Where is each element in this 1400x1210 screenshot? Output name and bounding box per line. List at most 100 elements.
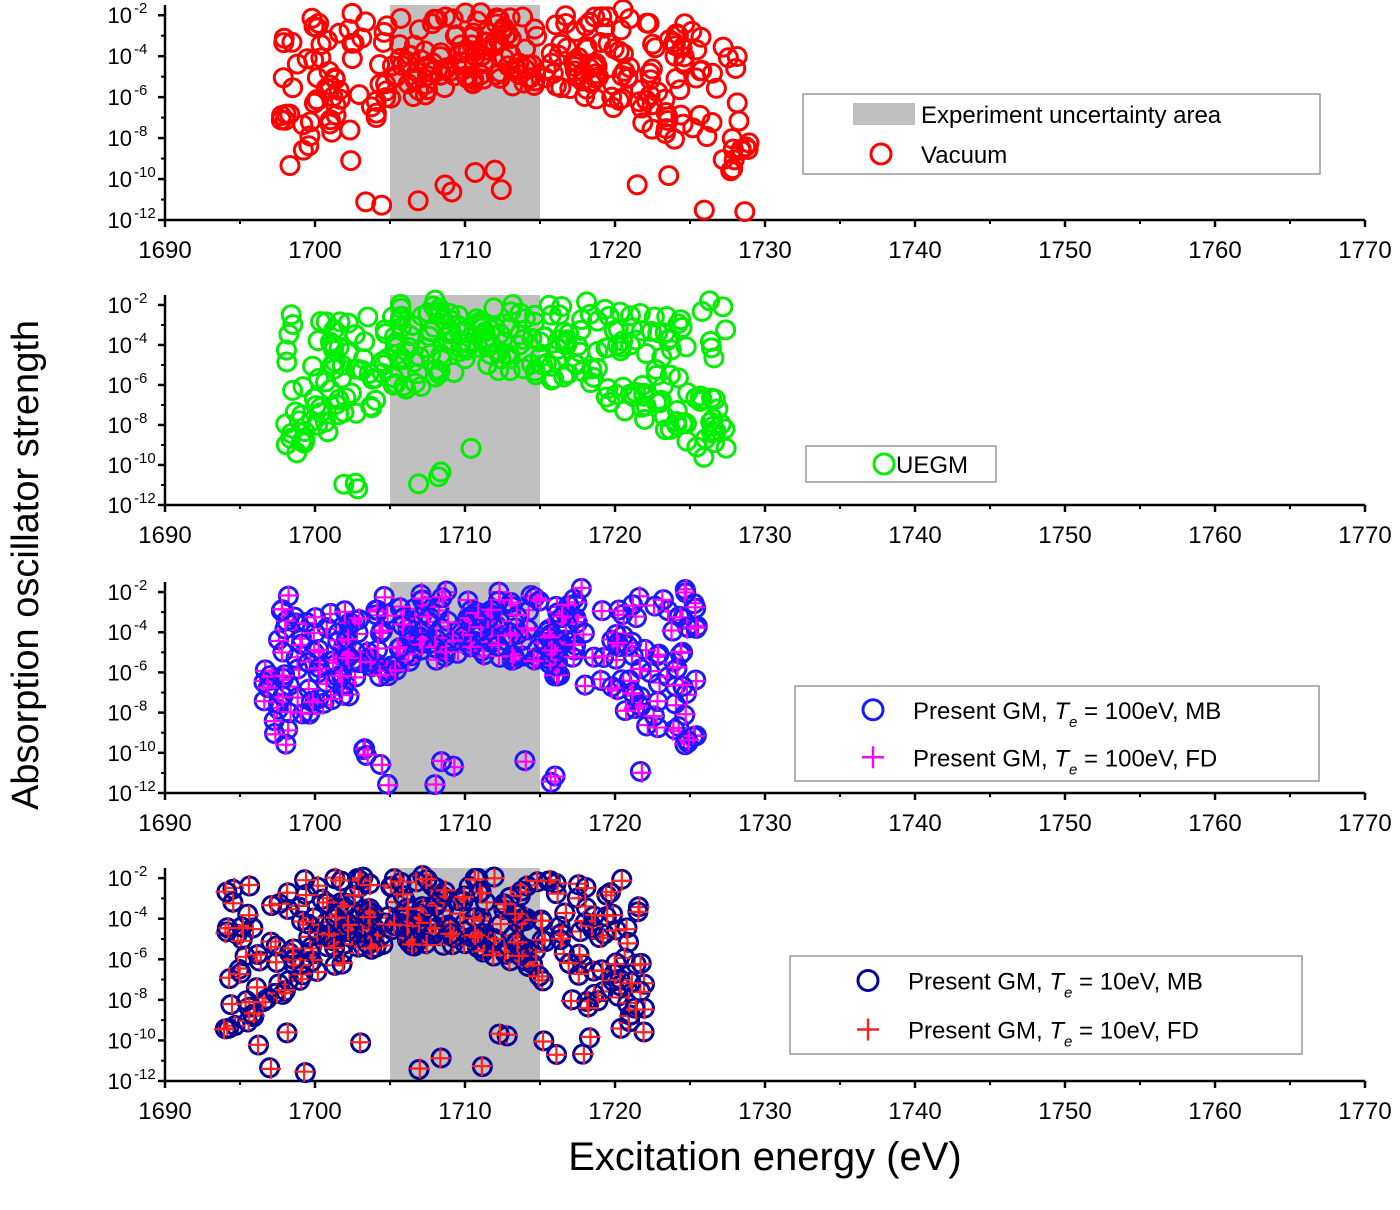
data-point xyxy=(464,161,486,183)
data-point xyxy=(467,336,489,358)
data-point-plus xyxy=(630,954,651,975)
x-tick-label: 1760 xyxy=(1188,522,1241,549)
data-point xyxy=(654,419,676,441)
data-point xyxy=(385,331,407,353)
y-tick-exponent: -6 xyxy=(134,944,147,961)
data-point-plus xyxy=(578,998,599,1019)
data-point-plus xyxy=(628,901,649,922)
data-point-plus xyxy=(510,881,531,902)
x-tick-label: 1740 xyxy=(888,237,941,264)
y-tick-exponent: -6 xyxy=(134,370,147,387)
data-point xyxy=(671,37,693,59)
data-point xyxy=(726,92,748,114)
y-tick-label: 10 xyxy=(108,85,132,110)
data-point-plus xyxy=(265,724,286,745)
y-tick-label: 10 xyxy=(108,1028,132,1053)
data-point-plus xyxy=(239,874,260,895)
y-tick-exponent: -8 xyxy=(134,698,147,715)
data-point-plus xyxy=(633,1022,654,1043)
data-point xyxy=(703,347,725,369)
data-point xyxy=(555,5,577,27)
legend-plus-marker xyxy=(862,746,884,769)
data-point-plus xyxy=(292,911,313,932)
y-tick-label: 10 xyxy=(108,373,132,398)
data-point-plus xyxy=(257,677,278,698)
data-point xyxy=(462,73,484,95)
data-point xyxy=(677,382,699,404)
data-point xyxy=(340,150,362,172)
data-point-plus xyxy=(360,875,381,896)
data-point-plus xyxy=(460,636,481,657)
data-point xyxy=(720,160,742,182)
data-point-plus xyxy=(280,702,301,723)
data-point xyxy=(302,355,324,377)
data-point-plus xyxy=(647,691,668,712)
data-point-plus xyxy=(453,886,474,907)
y-tick-exponent: -12 xyxy=(134,1066,156,1083)
data-point xyxy=(509,324,531,346)
y-tick-exponent: -6 xyxy=(134,82,147,99)
data-point-plus xyxy=(219,967,240,988)
data-point-plus xyxy=(530,590,551,611)
data-point-plus xyxy=(564,634,585,655)
data-point-plus xyxy=(436,642,457,663)
data-point-plus xyxy=(431,750,452,771)
data-point xyxy=(663,128,685,150)
data-point xyxy=(728,110,750,132)
data-point xyxy=(380,87,402,109)
data-point xyxy=(365,102,387,124)
data-point-plus xyxy=(527,871,548,892)
y-tick-label: 10 xyxy=(108,947,132,972)
data-point xyxy=(306,89,328,111)
data-point xyxy=(328,79,350,101)
y-tick-label: 10 xyxy=(108,126,132,151)
data-point xyxy=(509,302,531,324)
data-point-plus xyxy=(533,1031,554,1052)
x-tick-label: 1700 xyxy=(288,237,341,264)
data-point xyxy=(508,60,530,82)
legend-label-var: T xyxy=(1049,1018,1066,1045)
data-point-plus xyxy=(672,674,693,695)
legend-label-part: = 100eV, FD xyxy=(1077,745,1217,772)
data-point xyxy=(395,916,417,938)
data-point xyxy=(355,11,377,33)
data-point-plus xyxy=(622,595,643,616)
data-point xyxy=(365,389,387,411)
data-point xyxy=(308,368,330,390)
data-point xyxy=(282,314,304,336)
data-point-plus xyxy=(325,867,346,888)
data-point xyxy=(526,25,548,47)
y-tick-label: 10 xyxy=(108,413,132,438)
data-point xyxy=(632,374,654,396)
x-tick-label: 1740 xyxy=(888,1098,941,1125)
data-point xyxy=(631,396,653,418)
y-tick-exponent: -2 xyxy=(134,290,147,307)
data-point xyxy=(629,760,651,782)
x-tick-label: 1770 xyxy=(1338,1098,1391,1125)
y-tick-label: 10 xyxy=(108,493,132,518)
data-point-plus xyxy=(264,711,285,732)
data-point xyxy=(660,339,682,361)
data-point xyxy=(737,138,759,160)
data-point-plus xyxy=(560,990,581,1011)
data-point-plus xyxy=(481,599,502,620)
data-point-plus xyxy=(621,973,642,994)
data-point-plus xyxy=(387,637,408,658)
x-tick-label: 1740 xyxy=(888,522,941,549)
x-tick-label: 1700 xyxy=(288,810,341,837)
data-point xyxy=(715,319,737,341)
data-point-plus xyxy=(416,869,437,890)
data-point xyxy=(345,402,367,424)
data-point xyxy=(460,437,482,459)
data-point xyxy=(417,79,439,101)
legend-label-sub: e xyxy=(1064,985,1072,1002)
data-point-plus xyxy=(272,599,293,620)
data-point xyxy=(634,408,656,430)
data-point xyxy=(275,339,297,361)
data-point xyxy=(513,328,535,350)
data-point-plus xyxy=(317,892,338,913)
legend-label: Present GM, Te = 10eV, MB xyxy=(908,969,1203,1002)
data-point-plus xyxy=(629,658,650,679)
